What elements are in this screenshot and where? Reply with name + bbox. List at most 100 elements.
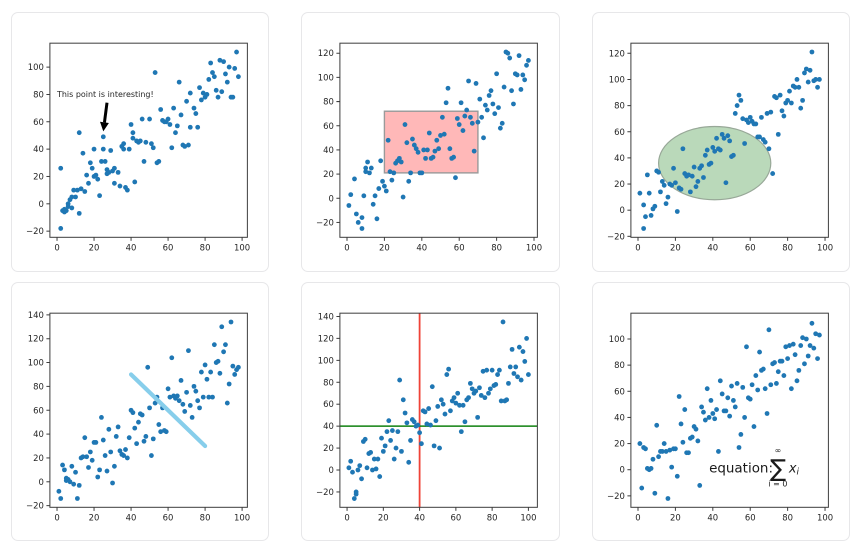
- svg-text:140: 140: [318, 312, 334, 322]
- svg-text:40: 40: [323, 146, 334, 156]
- svg-text:120: 120: [28, 334, 44, 344]
- svg-text:100: 100: [608, 75, 624, 85]
- svg-text:20: 20: [379, 243, 390, 253]
- svg-text:140: 140: [28, 310, 44, 320]
- svg-text:0: 0: [54, 243, 59, 253]
- subplot-card-ellipse: 0 20 40 60 80 100 −20 0 20 40 60 80 100 120: [591, 12, 850, 272]
- svg-text:20: 20: [89, 513, 100, 523]
- svg-text:100: 100: [234, 243, 250, 253]
- svg-text:100: 100: [318, 73, 334, 83]
- svg-text:60: 60: [323, 122, 334, 132]
- svg-text:100: 100: [28, 358, 44, 368]
- svg-text:100: 100: [608, 334, 624, 344]
- subplot-card-rectangle: 0 20 40 60 80 100 −20 0 20 40 60 80 100 120: [301, 12, 560, 272]
- svg-text:20: 20: [33, 453, 44, 463]
- svg-text:60: 60: [163, 243, 174, 253]
- subplot-card-crosshair: 0 20 40 60 80 100 −20 0 20 40 60 80 100 120 140: [301, 281, 560, 541]
- svg-text:0: 0: [54, 513, 59, 523]
- svg-text:40: 40: [33, 430, 44, 440]
- svg-text:∑: ∑: [770, 454, 786, 482]
- subplot-card-equation: equation: ∑ ∞ i = 0 xi 0 20 40 60 80 100 −20 0 20 40 6…: [591, 281, 850, 541]
- svg-text:−20: −20: [26, 227, 44, 237]
- svg-text:80: 80: [782, 243, 793, 253]
- svg-text:0: 0: [345, 513, 350, 523]
- svg-text:0: 0: [39, 477, 44, 487]
- svg-text:40: 40: [614, 154, 625, 164]
- svg-text:60: 60: [451, 513, 462, 523]
- svg-text:0: 0: [619, 465, 624, 475]
- svg-text:100: 100: [526, 243, 542, 253]
- svg-text:60: 60: [33, 406, 44, 416]
- scatter-plot-rectangle: 0 20 40 60 80 100 −20 0 20 40 60 80 100 120: [316, 42, 542, 253]
- svg-text:40: 40: [415, 513, 426, 523]
- svg-text:100: 100: [817, 513, 833, 523]
- scatter-plot-crosshair: 0 20 40 60 80 100 −20 0 20 40 60 80 100 120 140: [316, 312, 539, 523]
- svg-text:80: 80: [200, 513, 211, 523]
- svg-text:0: 0: [345, 243, 350, 253]
- svg-text:80: 80: [323, 98, 334, 108]
- svg-text:20: 20: [33, 172, 44, 182]
- svg-text:80: 80: [782, 513, 793, 523]
- svg-text:0: 0: [635, 513, 640, 523]
- svg-text:40: 40: [126, 243, 137, 253]
- svg-text:100: 100: [318, 356, 334, 366]
- svg-text:20: 20: [378, 513, 389, 523]
- svg-text:40: 40: [126, 513, 137, 523]
- svg-text:20: 20: [89, 243, 100, 253]
- svg-text:−20: −20: [316, 218, 334, 228]
- svg-text:0: 0: [635, 243, 640, 253]
- svg-text:60: 60: [323, 400, 334, 410]
- svg-text:80: 80: [487, 513, 498, 523]
- svg-text:40: 40: [323, 422, 334, 432]
- svg-text:40: 40: [707, 243, 718, 253]
- subplot-card-text-arrow: This point is interesting! 0 20 40 60 80 100 −2…: [11, 12, 270, 272]
- scatter-plot-text-arrow: This point is interesting! 0 20 40 60 80 100 −2…: [26, 42, 250, 253]
- svg-text:40: 40: [417, 243, 428, 253]
- svg-text:0: 0: [619, 206, 624, 216]
- svg-text:20: 20: [614, 439, 625, 449]
- svg-text:80: 80: [614, 361, 625, 371]
- svg-text:60: 60: [744, 243, 755, 253]
- svg-text:0: 0: [329, 466, 334, 476]
- svg-text:60: 60: [163, 513, 174, 523]
- svg-text:80: 80: [323, 378, 334, 388]
- svg-text:100: 100: [521, 513, 537, 523]
- svg-text:80: 80: [33, 382, 44, 392]
- svg-text:60: 60: [614, 387, 625, 397]
- svg-text:−20: −20: [316, 487, 334, 497]
- svg-text:100: 100: [817, 243, 833, 253]
- svg-text:40: 40: [33, 145, 44, 155]
- svg-text:This point is interesting!: This point is interesting!: [56, 90, 154, 99]
- svg-text:20: 20: [670, 243, 681, 253]
- svg-text:20: 20: [614, 180, 625, 190]
- svg-text:80: 80: [614, 102, 625, 112]
- svg-text:−20: −20: [26, 501, 44, 511]
- svg-text:0: 0: [329, 194, 334, 204]
- svg-text:80: 80: [200, 243, 211, 253]
- svg-text:20: 20: [670, 513, 681, 523]
- subplot-card-line: 0 20 40 60 80 100 −20 0 20 40 60 80 100 120 140: [11, 281, 270, 541]
- svg-text:xi: xi: [788, 461, 800, 477]
- svg-text:120: 120: [318, 334, 334, 344]
- svg-text:0: 0: [39, 200, 44, 210]
- svg-text:−20: −20: [607, 232, 625, 242]
- svg-text:100: 100: [28, 63, 44, 73]
- svg-text:60: 60: [454, 243, 465, 253]
- svg-text:i = 0: i = 0: [768, 479, 787, 488]
- svg-text:∞: ∞: [774, 446, 781, 455]
- svg-text:40: 40: [707, 513, 718, 523]
- svg-text:20: 20: [323, 170, 334, 180]
- scatter-plot-equation: equation: ∑∞ i = 0xi 0 20 40 60 80 100 −20 0 20 40 6…: [607, 312, 833, 523]
- svg-text:equation:: equation:: [709, 460, 773, 476]
- svg-text:80: 80: [492, 243, 503, 253]
- scatter-plot-line: 0 20 40 60 80 100 −20 0 20 40 60 80 100 120 140: [26, 310, 250, 523]
- svg-text:−20: −20: [607, 491, 625, 501]
- svg-text:60: 60: [33, 118, 44, 128]
- svg-text:60: 60: [744, 513, 755, 523]
- svg-text:60: 60: [614, 128, 625, 138]
- svg-text:100: 100: [234, 513, 250, 523]
- svg-text:40: 40: [614, 413, 625, 423]
- svg-text:120: 120: [608, 49, 624, 59]
- scatter-plot-ellipse: 0 20 40 60 80 100 −20 0 20 40 60 80 100 120: [607, 42, 833, 253]
